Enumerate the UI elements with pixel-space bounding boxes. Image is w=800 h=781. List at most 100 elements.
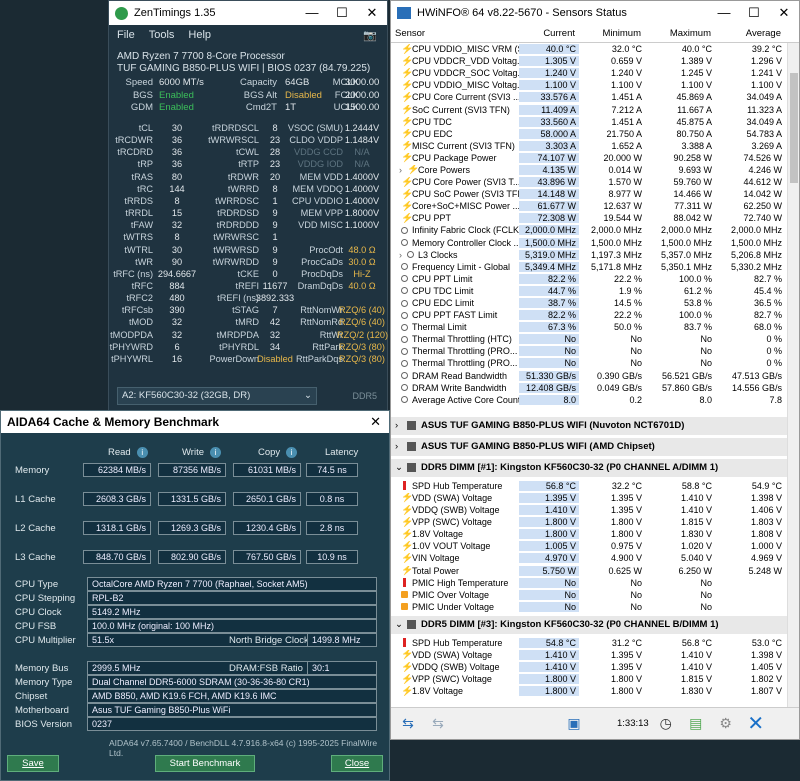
sensor-row[interactable]: Frequency Limit - Global 5,349.4 MHz 5,171… (391, 261, 789, 273)
sensor-row[interactable]: Thermal Throttling (HTC) No No No 0 % (391, 333, 789, 345)
sensor-row[interactable]: Average Active Core Count 8.0 0.2 8.0 7.8 (391, 394, 789, 406)
sensor-row[interactable]: Thermal Limit 67.3 % 50.0 % 83.7 % 68.0 % (391, 321, 789, 333)
info-icon[interactable]: i (210, 447, 221, 458)
close-icon[interactable]: ✕ (370, 414, 381, 429)
dimm-select[interactable]: A2: KF560C30-32 (32GB, DR) ⌄ (117, 387, 317, 405)
report-icon[interactable]: ▤ (689, 715, 703, 731)
info-icon[interactable]: i (136, 447, 148, 458)
zen-cell-l3: VSOC (SMU) (287, 123, 343, 133)
sensor-row[interactable]: ⚡CPU VDDIO_MISC VRM (SVI3...40.0 °C32.0 … (391, 43, 789, 55)
sensor-row[interactable]: ⚡ 1.8V Voltage 1.800 V 1.800 V 1.830 V 1.807 … (391, 685, 789, 697)
sensor-row[interactable]: ⚡ VDDQ (SWB) Voltage 1.410 V 1.395 V 1.410 V… (391, 504, 789, 516)
maximize-icon[interactable]: ☐ (336, 5, 348, 20)
sensor-row[interactable]: Memory Controller Clock ... 1,500.0 MHz 1,… (391, 237, 789, 249)
sensor-group[interactable]: › ASUS TUF GAMING B850-PLUS WIFI (Nuvoton… (391, 416, 789, 435)
sensor-row[interactable]: ⚡ CPU PPT 72.308 W 19.544 W 88.042 W 72.740 W (391, 212, 789, 224)
col-minimum[interactable]: Minimum (602, 28, 641, 39)
sensor-row[interactable]: CPU EDC Limit 38.7 % 14.5 % 53.8 % 36.5 % (391, 297, 789, 309)
sensor-row[interactable]: CPU PPT FAST Limit 82.2 % 22.2 % 100.0 % 82.… (391, 309, 789, 321)
scrollbar-thumb[interactable] (790, 73, 798, 183)
sensor-row[interactable]: Thermal Throttling (PRO... No No No 0 % (391, 357, 789, 369)
menu-help[interactable]: Help (188, 29, 212, 41)
sensor-a: 44.612 W (743, 177, 782, 188)
maximize-icon[interactable]: ☐ (748, 5, 760, 20)
sensor-row[interactable]: ⚡ CPU SoC Power (SVI3 TFN) 14.148 W 8.977 W… (391, 188, 789, 200)
expand-chevron-icon[interactable]: › (399, 164, 402, 175)
minimize-icon[interactable]: — (305, 5, 319, 20)
sensor-group[interactable]: ⌄ DDR5 DIMM [#1]: Kingston KF560C30-32 (P… (391, 458, 789, 477)
collapse-icon[interactable]: ⌄ (395, 462, 403, 474)
sensor-row[interactable]: ⚡ CPU VDDCR_VDD Voltag... 1.305 V 0.659 V 1.… (391, 55, 789, 67)
sensor-row[interactable]: CPU PPT Limit 82.2 % 22.2 % 100.0 % 82.7 % (391, 273, 789, 285)
sensor-row[interactable]: ⚡ CPU Core Power (SVI3 T... 43.896 W 1.570 … (391, 176, 789, 188)
network-icon[interactable]: ▣ (567, 715, 581, 731)
clock-icon[interactable]: ◷ (659, 715, 672, 731)
hw-titlebar[interactable]: HWiNFO® 64 v8.22-5670 - Sensors Status —… (391, 1, 799, 25)
vertical-scrollbar[interactable] (787, 43, 799, 707)
expand-chevron-icon[interactable]: › (399, 249, 402, 260)
sensor-row[interactable]: PMIC High Temperature No No No (391, 577, 789, 589)
sensor-name: ⚡ VPP (SWC) Voltage (391, 674, 519, 684)
close-icon[interactable]: ✕ (778, 5, 790, 20)
sensor-row[interactable]: ⚡ CPU EDC 58.000 A 21.750 A 80.750 A 54.783 A (391, 128, 789, 140)
sensor-row[interactable]: PMIC Over Voltage No No No (391, 589, 789, 601)
menu-file[interactable]: File (117, 29, 135, 41)
sensor-row[interactable]: ⚡ Core+SoC+MISC Power ... 61.677 W 12.637 W… (391, 200, 789, 212)
sensor-row[interactable]: SPD Hub Temperature 54.8 °C 31.2 °C 56.8 °C… (391, 637, 789, 649)
arrows-icon[interactable]: ⇆ (432, 715, 444, 731)
zen-cell-l3: MEM VDDQ (292, 183, 343, 194)
sensor-row[interactable]: DRAM Write Bandwidth 12.408 GB/s 0.049 GB/… (391, 382, 789, 394)
sensor-row[interactable]: ⚡ MISC Current (SVI3 TFN) 3.303 A 1.652 A 3.… (391, 140, 789, 152)
close-button[interactable]: Close (331, 755, 383, 772)
sensor-row[interactable]: ⚡ Total Power 5.750 W 0.625 W 6.250 W 5.248 W (391, 564, 789, 576)
sensor-row[interactable]: ⚡ VDDQ (SWB) Voltage 1.410 V 1.395 V 1.410 V… (391, 661, 789, 673)
zen-titlebar[interactable]: ZenTimings 1.35 — ☐ ✕ (109, 1, 387, 25)
settings-icon[interactable]: ⚙ (719, 715, 732, 731)
sensor-row[interactable]: CPU TDC Limit 44.7 % 1.9 % 61.2 % 45.4 % (391, 285, 789, 297)
sensor-row[interactable]: Thermal Throttling (PRO... No No No 0 % (391, 345, 789, 357)
minimize-icon[interactable]: — (717, 5, 731, 20)
sensor-row[interactable]: SPD Hub Temperature 56.8 °C 32.2 °C 58.8 °C… (391, 480, 789, 492)
zen-top-v1: Enabled (159, 89, 194, 101)
expand-icon[interactable]: › (395, 420, 399, 432)
sensor-ma: No (700, 589, 712, 600)
sensor-row[interactable]: DRAM Read Bandwidth 51.330 GB/s 0.390 GB/s… (391, 370, 789, 382)
menu-tools[interactable]: Tools (148, 29, 175, 41)
sensor-row[interactable]: Infinity Fabric Clock (FCLK) 2,000.0 MHz 2… (391, 224, 789, 236)
sensor-row[interactable]: PMIC Under Voltage No No No (391, 601, 789, 613)
save-button[interactable]: Save (7, 755, 59, 772)
sensor-label: Thermal Throttling (PRO... (412, 358, 518, 369)
sensor-row[interactable]: ⚡ 1.8V Voltage 1.800 V 1.800 V 1.830 V 1.808 … (391, 528, 789, 540)
start-benchmark-button[interactable]: Start Benchmark (155, 755, 255, 772)
sensor-row[interactable]: ⚡ CPU VDDCR_SOC Voltag... 1.240 V 1.240 V 1.… (391, 67, 789, 79)
info-icon[interactable]: i (286, 447, 298, 458)
aida-titlebar[interactable]: AIDA64 Cache & Memory Benchmark ✕ (1, 411, 389, 433)
sensor-row[interactable]: ⚡ CPU TDC 33.560 A 1.451 A 45.875 A 34.049 A (391, 116, 789, 128)
camera-icon[interactable]: 📷 (363, 29, 377, 42)
sensor-row[interactable]: ⚡ CPU Package Power 74.107 W 20.000 W 90.258… (391, 152, 789, 164)
close-x-icon[interactable]: ✕ (747, 713, 765, 735)
sensor-group[interactable]: ⌄ DDR5 DIMM [#3]: Kingston KF560C30-32 (P… (391, 615, 789, 634)
col-average[interactable]: Average (745, 28, 781, 39)
sensor-row[interactable]: ⚡ VIN Voltage 4.970 V 4.900 V 5.040 V 4.969 V (391, 552, 789, 564)
sensor-row[interactable]: ⚡ SoC Current (SVI3 TFN) 11.409 A 7.212 A 11… (391, 103, 789, 115)
sensor-group[interactable]: › ASUS TUF GAMING B850-PLUS WIFI (AMD Chi… (391, 437, 789, 456)
col-sensor[interactable]: Sensor (395, 28, 426, 39)
close-icon[interactable]: ✕ (366, 5, 378, 20)
sensor-row[interactable]: › ⚡ Core Powers 4.135 W 0.014 W 9.693 W 4.246 … (391, 164, 789, 176)
zen-cell-l2: tRDRDSCL (212, 123, 259, 133)
sensor-row[interactable]: › L3 Clocks 5,319.0 MHz 1,197.3 MHz 5,357.0 … (391, 249, 789, 261)
expand-icon[interactable]: › (395, 441, 399, 453)
col-current[interactable]: Current (543, 28, 575, 39)
col-maximum[interactable]: Maximum (669, 28, 711, 39)
collapse-icon[interactable]: ⌄ (395, 619, 403, 631)
sensor-a: 1.807 V (750, 686, 782, 697)
sensor-row[interactable]: ⚡ CPU Core Current (SVI3 ... 33.576 A 1.451… (391, 91, 789, 103)
arrows-left-right-icon[interactable]: ⇆ (402, 715, 414, 731)
